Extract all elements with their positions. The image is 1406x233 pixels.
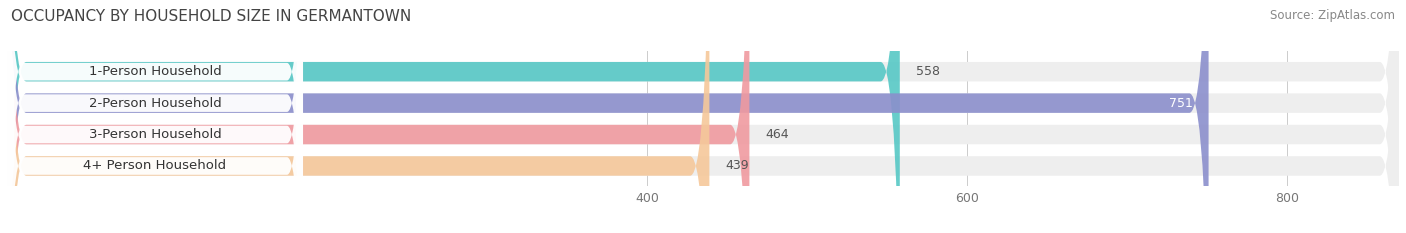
Text: OCCUPANCY BY HOUSEHOLD SIZE IN GERMANTOWN: OCCUPANCY BY HOUSEHOLD SIZE IN GERMANTOW…	[11, 9, 412, 24]
Text: 3-Person Household: 3-Person Household	[89, 128, 221, 141]
FancyBboxPatch shape	[7, 0, 1399, 233]
FancyBboxPatch shape	[7, 0, 304, 233]
FancyBboxPatch shape	[7, 0, 1209, 233]
FancyBboxPatch shape	[7, 0, 749, 233]
FancyBboxPatch shape	[7, 0, 304, 233]
FancyBboxPatch shape	[7, 0, 304, 233]
Text: 1-Person Household: 1-Person Household	[89, 65, 221, 78]
Text: 439: 439	[725, 159, 749, 172]
FancyBboxPatch shape	[7, 0, 1399, 233]
FancyBboxPatch shape	[7, 0, 710, 233]
FancyBboxPatch shape	[7, 0, 304, 233]
FancyBboxPatch shape	[7, 0, 1399, 233]
FancyBboxPatch shape	[7, 0, 1399, 233]
Text: 464: 464	[765, 128, 789, 141]
FancyBboxPatch shape	[7, 0, 900, 233]
Text: 4+ Person Household: 4+ Person Household	[83, 159, 226, 172]
Text: 558: 558	[915, 65, 939, 78]
Text: 2-Person Household: 2-Person Household	[89, 97, 221, 110]
Text: 751: 751	[1168, 97, 1192, 110]
Text: Source: ZipAtlas.com: Source: ZipAtlas.com	[1270, 9, 1395, 22]
